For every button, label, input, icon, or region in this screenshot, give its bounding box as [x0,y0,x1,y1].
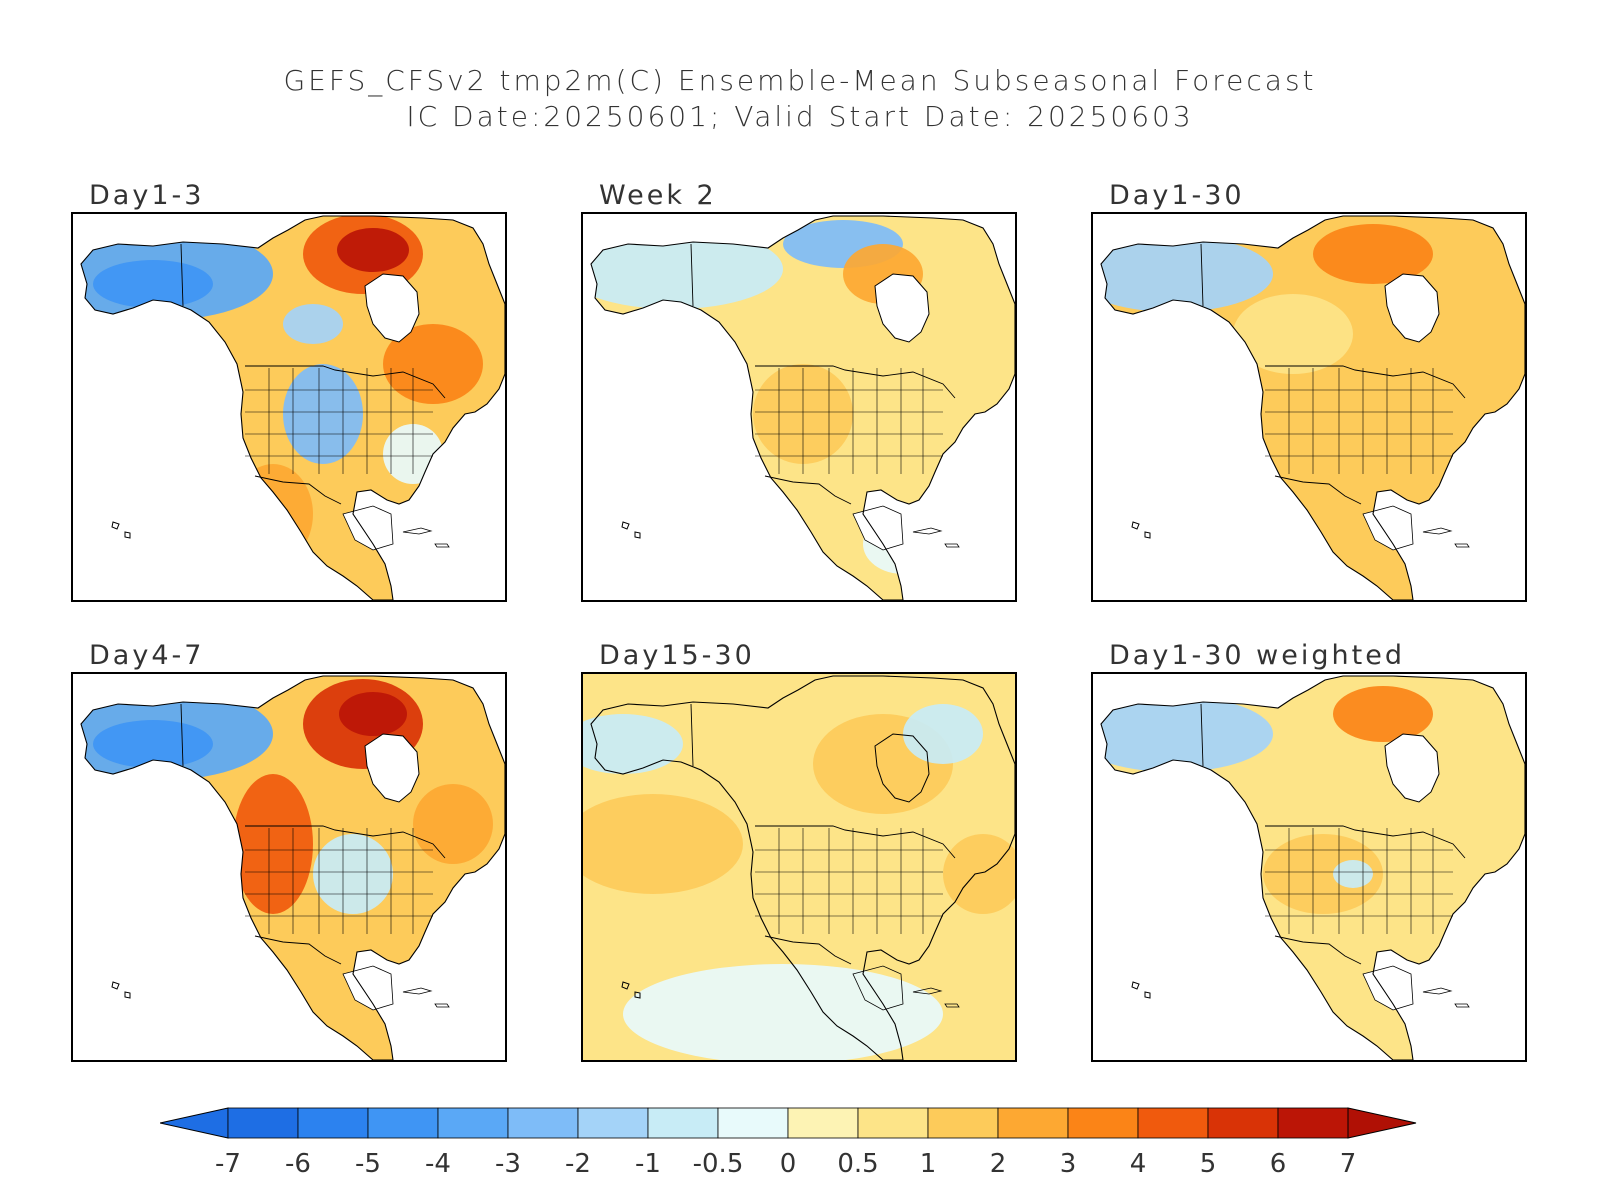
anomaly-region [583,714,683,774]
map-panel-day1-30-weighted [1091,672,1527,1062]
anomaly-region [903,704,983,764]
colorbar-bin [647,1107,719,1139]
anomaly-region [623,964,943,1060]
colorbar-bin [927,1107,999,1139]
panel-label-day1-30: Day1-30 [1109,180,1245,211]
colorbar-tick-label: -7 [215,1149,241,1179]
anomaly-region [583,794,743,894]
map-panel-day4-7 [71,672,507,1062]
map-panel-day1-3 [71,212,507,602]
anomaly-region [1101,696,1273,772]
anomaly-region [383,324,483,404]
anomaly-region [93,720,213,768]
colorbar-tick-label: 7 [1340,1149,1357,1179]
map-panel-day15-30 [581,672,1017,1062]
anomaly-region [1313,224,1433,284]
chart-title: GEFS_CFSv2 tmp2m(C) Ensemble-Mean Subsea… [283,64,1317,97]
colorbar-bin [227,1107,299,1139]
anomaly-region [339,692,407,736]
colorbar-low-arrow [160,1107,229,1139]
anomaly-region [283,304,343,344]
panel-label-day15-30: Day15-30 [599,640,755,671]
map-svg [80,215,505,600]
panel-label-day1-3: Day1-3 [89,180,205,211]
colorbar-tick-label: -1 [635,1149,661,1179]
map-svg [590,215,1015,600]
colorbar-bin [367,1107,439,1139]
panel-label-day4-7: Day4-7 [89,640,205,671]
colorbar-tick-label: 3 [1060,1149,1077,1179]
colorbar-tick-label: -3 [495,1149,521,1179]
colorbar-tick-label: -2 [565,1149,591,1179]
colorbar-tick-label: -5 [355,1149,381,1179]
anomaly-region [313,834,393,914]
anomaly-region [1233,294,1353,374]
panel-label-week2: Week 2 [599,180,717,211]
colorbar-bin [1137,1107,1209,1139]
anomaly-region [413,784,493,864]
chart-subtitle: IC Date:20250601; Valid Start Date: 2025… [406,100,1194,133]
anomaly-region [1333,686,1433,742]
colorbar-tick-label: 6 [1270,1149,1287,1179]
map-panel-day1-30 [1091,212,1527,602]
colorbar-tick-label: 4 [1130,1149,1147,1179]
colorbar-bin [437,1107,509,1139]
map-svg [1100,215,1525,600]
map-svg [1100,675,1525,1060]
map-svg [80,675,505,1060]
anomaly-region [233,774,313,914]
colorbar-tick-label: 1 [920,1149,937,1179]
colorbar-tick-label: -6 [285,1149,311,1179]
map-panel-week2 [581,212,1017,602]
colorbar-bin [857,1107,929,1139]
colorbar-bin [787,1107,859,1139]
map-svg [583,674,1015,1060]
color-legend: -7 -6 -5 -4 -3 -2 -1 -0.5 0 0.5 1 2 3 4 5 6 7 [160,1107,1417,1179]
anomaly-region [233,464,313,564]
colorbar-tick-label: -0.5 [693,1149,744,1179]
colorbar-bin [1207,1107,1279,1139]
anomaly-region [283,364,363,464]
colorbar-tick-label: -4 [425,1149,451,1179]
colorbar-tick-label: 0.5 [837,1149,878,1179]
anomaly-region [591,229,783,309]
anomaly-region [93,260,213,308]
colorbar-bin [997,1107,1069,1139]
colorbar-bin [717,1107,789,1139]
colorbar-bin [1067,1107,1139,1139]
anomaly-region [337,228,409,272]
colorbar-bin [507,1107,579,1139]
panel-label-day1-30-weighted: Day1-30 weighted [1109,640,1405,671]
colorbar-high-arrow [1347,1107,1417,1139]
colorbar-bin [297,1107,369,1139]
colorbar-bin [577,1107,649,1139]
anomaly-region [943,834,1015,914]
colorbar-tick-label: 5 [1200,1149,1217,1179]
anomaly-region [1101,236,1273,312]
colorbar-bin [1277,1107,1349,1139]
colorbar-tick-label: 2 [990,1149,1007,1179]
colorbar-tick-label: 0 [780,1149,797,1179]
